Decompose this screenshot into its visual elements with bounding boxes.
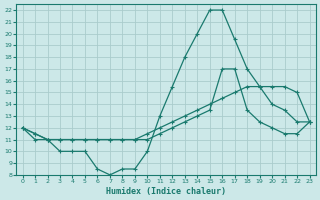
X-axis label: Humidex (Indice chaleur): Humidex (Indice chaleur): [106, 187, 226, 196]
